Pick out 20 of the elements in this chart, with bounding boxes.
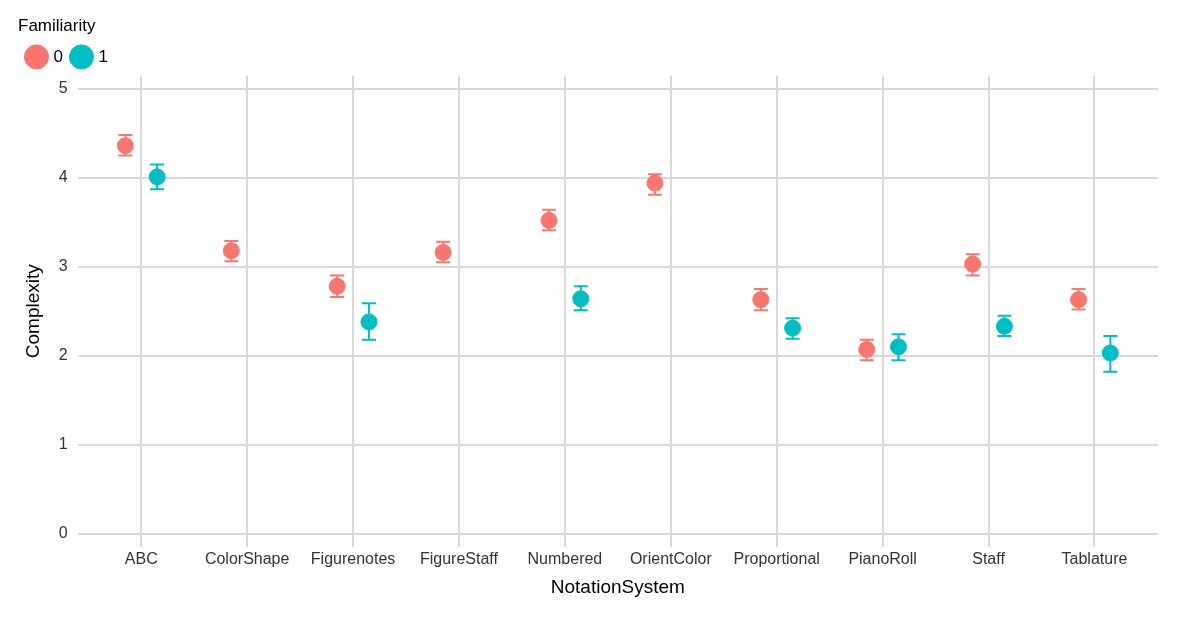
y-tick-label: 0 — [58, 524, 68, 542]
x-tick-label: OrientColor — [629, 550, 713, 568]
y-axis-title: Complexity — [21, 263, 43, 359]
x-tick-label: Tablature — [1061, 550, 1128, 568]
x-axis-title: NotationSystem — [550, 575, 685, 597]
y-tick-label: 4 — [58, 168, 68, 186]
x-tick-label: ABC — [124, 550, 158, 568]
y-tick-label: 2 — [58, 346, 68, 364]
x-tick-label: PianoRoll — [848, 550, 917, 568]
y-tick-label: 1 — [58, 435, 68, 453]
x-tick-label: Staff — [972, 550, 1006, 568]
x-tick-label: Numbered — [527, 550, 603, 568]
x-tick-label: Figurenotes — [310, 550, 396, 568]
x-tick-label: FigureStaff — [420, 550, 499, 568]
y-tick-label: 3 — [58, 257, 68, 275]
legend-label: 1 — [98, 46, 108, 66]
x-tick-label: ColorShape — [204, 550, 290, 568]
y-tick-label: 5 — [58, 79, 68, 97]
legend-title: Familiarity — [18, 16, 96, 36]
x-tick-label: Proportional — [733, 550, 820, 568]
